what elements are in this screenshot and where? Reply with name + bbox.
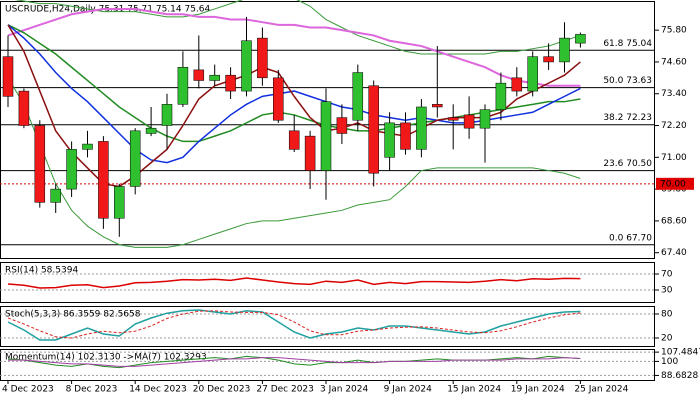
x-tick-label: 19 Jan 2024	[511, 385, 565, 395]
candle-body	[543, 56, 554, 63]
candle-body	[82, 143, 93, 150]
indicator-line	[7, 7, 581, 87]
candle-body	[257, 37, 268, 79]
panel-title: Stoch(5,3,3) 86.3559 82.5658	[5, 310, 141, 320]
panel-frame	[0, 1, 655, 259]
x-tick-label: 15 Jan 2024	[447, 385, 501, 395]
candle-body	[161, 104, 173, 126]
candle-body	[145, 127, 157, 134]
candle-body	[559, 37, 570, 63]
y-tick-label: 75.80	[661, 26, 687, 36]
fib-label: 50.0 73.63	[603, 76, 652, 86]
candle-body	[416, 106, 427, 150]
indicator-line	[8, 357, 581, 367]
y-tick-label: 73.40	[661, 89, 687, 99]
indicator-line	[7, 77, 581, 248]
candle-body	[114, 186, 125, 219]
panel-frame	[0, 306, 655, 347]
indicator-line	[14, 0, 581, 55]
candle-body	[432, 104, 443, 108]
indicator-line	[7, 309, 581, 341]
candle-body	[352, 72, 364, 121]
candle-body	[129, 130, 141, 187]
candle-body	[34, 125, 46, 203]
candle-body	[511, 77, 523, 92]
candle-body	[98, 141, 109, 219]
candle-body	[336, 117, 348, 134]
y-tick-label: 30	[661, 286, 673, 296]
x-tick-label: 8 Dec 2023	[66, 385, 118, 395]
panel-title: RSI(14) 58.5394	[5, 266, 78, 276]
x-tick-label: 20 Dec 2023	[193, 385, 251, 395]
x-tick-label: 14 Dec 2023	[129, 385, 187, 395]
candle-body	[304, 135, 316, 171]
candle-body	[479, 109, 491, 129]
x-tick-label: 9 Jan 2024	[384, 385, 432, 395]
y-tick-label: 70	[661, 270, 673, 280]
candle-body	[527, 56, 538, 92]
candle-body	[2, 56, 14, 97]
candle-body	[288, 130, 300, 150]
x-tick-label: 4 Dec 2023	[2, 385, 54, 395]
y-tick-label: 20	[661, 334, 673, 344]
candle-body	[273, 77, 284, 121]
panel-frame	[0, 349, 655, 381]
candle-body	[575, 34, 586, 44]
indicator-line	[7, 277, 581, 289]
alert-label: 70.00	[660, 179, 686, 189]
y-tick-label: 88.6828	[661, 371, 698, 381]
y-tick-label: 80	[661, 310, 673, 320]
y-tick-label: 72.20	[661, 121, 687, 131]
candle-body	[50, 188, 61, 203]
candle-body	[18, 90, 30, 126]
y-tick-label: 100	[661, 357, 678, 367]
x-tick-label: 25 Jan 2024	[574, 385, 628, 395]
candle-body	[177, 66, 189, 105]
y-tick-label: 107.4847	[661, 348, 700, 358]
y-tick-label: 71.00	[661, 153, 687, 163]
panel-title: Momentum(14) 102.3130 ->MA(7) 102.3293	[5, 353, 207, 363]
candle-body	[447, 117, 459, 121]
candle-body	[400, 122, 411, 150]
y-tick-label: 68.60	[661, 216, 687, 226]
candle-body	[209, 74, 220, 81]
fib-label: 38.2 72.23	[603, 113, 652, 123]
candle-body	[193, 69, 205, 81]
fib-label: 61.8 75.04	[603, 39, 652, 49]
candle-body	[66, 149, 77, 190]
candle-body	[225, 74, 236, 92]
fib-label: 23.6 70.50	[603, 159, 652, 169]
x-tick-label: 27 Dec 2023	[256, 385, 314, 395]
candle-body	[463, 114, 475, 129]
x-tick-label: 3 Jan 2024	[320, 385, 368, 395]
candle-body	[384, 122, 395, 158]
candle-body	[320, 101, 332, 171]
alert-box	[656, 177, 694, 190]
panel-frame	[0, 262, 655, 303]
candle-body	[241, 40, 252, 92]
candle-body	[368, 85, 379, 174]
y-tick-label: 74.60	[661, 57, 687, 67]
y-tick-label: 67.40	[661, 248, 687, 258]
fib-label: 0.0 67.70	[609, 233, 652, 243]
candle-body	[495, 82, 507, 110]
indicator-line	[7, 310, 581, 339]
